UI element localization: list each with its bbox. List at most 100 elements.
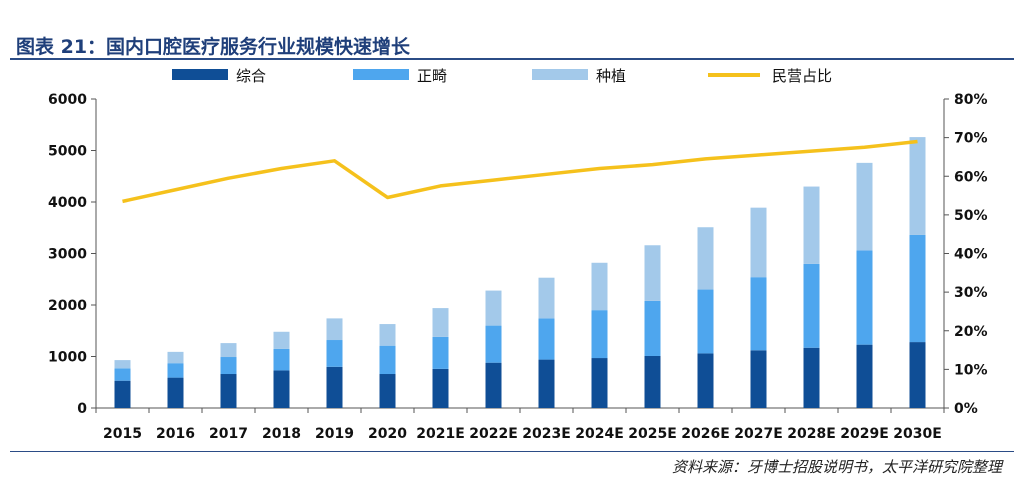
x-tick-label: 2025E	[628, 426, 677, 442]
x-tick-label: 2018	[262, 426, 301, 442]
bar-segment-3	[432, 308, 449, 337]
x-tick-label: 2017	[209, 426, 248, 442]
legend-label: 综合	[236, 67, 266, 85]
x-tick-label: 2026E	[681, 426, 730, 442]
y-right-tick-label: 0%	[954, 401, 978, 417]
legend: 综合 正畸 种植 民营占比	[172, 67, 832, 85]
bar-segment-3	[326, 318, 343, 341]
bar-segment-3	[114, 360, 131, 369]
bar-segment-3	[220, 343, 237, 358]
bar-segment-1	[379, 374, 396, 408]
y-left-tick-label: 1000	[48, 350, 87, 366]
y-right-tick-label: 30%	[954, 285, 988, 301]
bar-segment-1	[909, 342, 926, 408]
y-left-tick-label: 3000	[48, 247, 87, 263]
bar-segment-3	[909, 137, 926, 235]
bar-segment-3	[591, 262, 608, 311]
bar-segment-1	[856, 344, 873, 408]
stacked-bar-line-chart: 综合 正畸 种植 民营占比 0 1000 2000 3000 4000 5000 6000 0% 10…	[48, 67, 987, 442]
y-right-tick-label: 10%	[954, 362, 988, 378]
bars	[114, 137, 926, 408]
source-note: 资料来源：牙博士招股说明书，太平洋研究院整理	[671, 458, 1002, 476]
x-tick-label: 2028E	[787, 426, 836, 442]
bar-segment-3	[538, 277, 555, 319]
bar-segment-2	[644, 300, 661, 356]
y-left-tick-label: 2000	[48, 298, 87, 314]
x-tick-label: 2016	[156, 426, 195, 442]
legend-label: 正畸	[417, 67, 447, 85]
bar-segment-2	[114, 368, 131, 381]
y-right-tick-label: 50%	[954, 208, 988, 224]
bar-segment-1	[114, 380, 131, 408]
bar-segment-2	[379, 345, 396, 375]
bar-segment-1	[485, 362, 502, 408]
y-right-tick-label: 70%	[954, 131, 988, 147]
bar-segment-2	[326, 340, 343, 367]
bar-segment-1	[697, 353, 714, 408]
y-left-tick-label: 4000	[48, 195, 87, 211]
y-left-tick-label: 5000	[48, 144, 87, 160]
bar-segment-3	[803, 186, 820, 264]
chart-area: 综合 正畸 种植 民营占比 0 1000 2000 3000 4000 5000 6000 0% 10…	[0, 60, 1024, 450]
bar-segment-2	[273, 348, 290, 371]
bar-segment-2	[538, 318, 555, 360]
legend-swatch	[353, 69, 409, 80]
bar-segment-1	[803, 347, 820, 408]
y-right-tick-label: 60%	[954, 169, 988, 185]
bar-segment-1	[326, 366, 343, 408]
x-tick-label: 2027E	[734, 426, 783, 442]
bar-segment-1	[750, 350, 767, 408]
y-right-tick-label: 40%	[954, 247, 988, 263]
x-tick-label: 2015	[103, 426, 142, 442]
bar-segment-1	[538, 359, 555, 408]
bar-segment-2	[750, 277, 767, 351]
line-share-private	[122, 139, 918, 204]
x-tick-label: 2024E	[575, 426, 624, 442]
bar-segment-2	[909, 234, 926, 343]
legend-label: 民营占比	[772, 67, 832, 85]
bar-segment-3	[644, 245, 661, 301]
bar-segment-3	[856, 162, 873, 251]
bar-segment-1	[273, 370, 290, 408]
bar-segment-3	[167, 351, 184, 364]
bar-segment-1	[220, 374, 237, 408]
bar-segment-2	[167, 363, 184, 378]
bar-segment-2	[803, 263, 820, 348]
y-left-tick-label: 6000	[48, 92, 87, 108]
title-bar: 图表 21：国内口腔医疗服务行业规模快速增长	[10, 28, 1014, 60]
bar-segment-1	[167, 377, 184, 408]
x-tick-label: 2019	[315, 426, 354, 442]
x-tick-label: 2029E	[840, 426, 889, 442]
y-right-tick-label: 80%	[954, 92, 988, 108]
axes: 0 1000 2000 3000 4000 5000 6000 0% 10% 20% 30% 40% 5…	[48, 92, 987, 417]
legend-swatch	[172, 69, 228, 80]
bar-segment-2	[220, 357, 237, 375]
y-right-tick-label: 20%	[954, 324, 988, 340]
source-rule	[10, 451, 1014, 452]
bar-segment-1	[432, 368, 449, 408]
x-tick-label: 2020	[368, 426, 407, 442]
bar-segment-2	[856, 250, 873, 345]
x-tick-label: 2023E	[522, 426, 571, 442]
bar-segment-3	[379, 324, 396, 346]
x-tick-label: 2022E	[469, 426, 518, 442]
title-rule	[10, 58, 1014, 60]
bar-segment-2	[697, 289, 714, 354]
bar-segment-1	[644, 355, 661, 408]
legend-swatch	[532, 69, 588, 80]
x-tick-label: 2030E	[893, 426, 942, 442]
line-series	[122, 139, 918, 204]
bar-segment-3	[485, 290, 502, 326]
bar-segment-2	[485, 325, 502, 363]
bar-segment-1	[591, 358, 608, 408]
bar-segment-2	[432, 336, 449, 369]
bar-segment-3	[273, 331, 290, 349]
bar-segment-3	[697, 227, 714, 290]
y-left-tick-label: 0	[77, 401, 87, 417]
bar-segment-2	[591, 310, 608, 359]
page-title: 图表 21：国内口腔医疗服务行业规模快速增长	[16, 36, 411, 58]
legend-label: 种植	[596, 67, 626, 85]
x-tick-label: 2021E	[416, 426, 465, 442]
bar-segment-3	[750, 207, 767, 278]
x-axis-ticks: 2015 2016 2017 2018 2019 2020 2021E 2022E 2023E 2…	[95, 408, 945, 442]
